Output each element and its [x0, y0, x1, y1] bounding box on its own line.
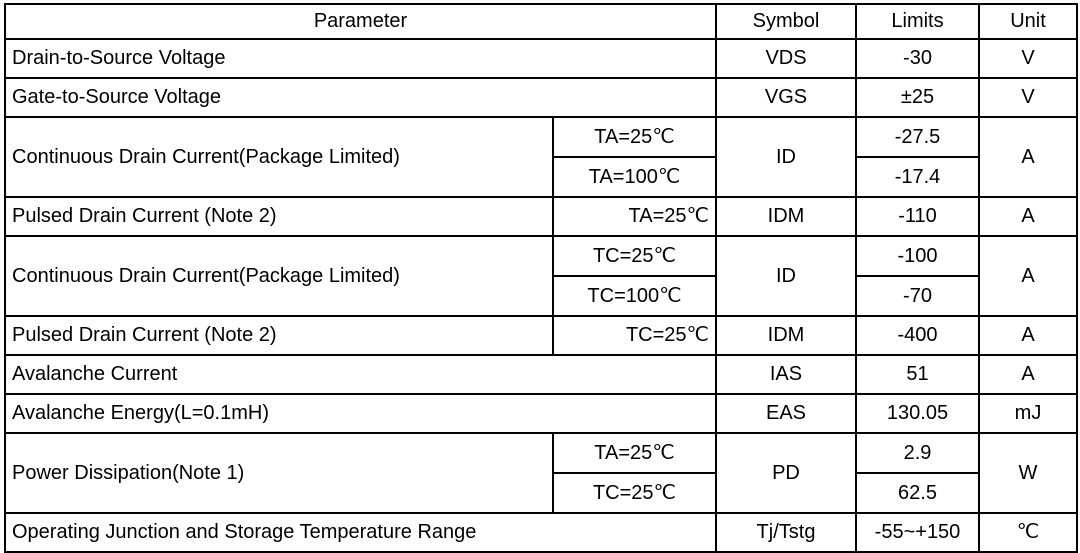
- cell-limits: 51: [855, 354, 980, 395]
- table-row: Pulsed Drain Current (Note 2) TC=25℃ IDM…: [4, 315, 1078, 356]
- cell-parameter: Gate-to-Source Voltage: [4, 77, 717, 118]
- cell-limits: -55~+150: [855, 512, 980, 553]
- cell-limits: -100: [855, 235, 980, 277]
- cell-limits: -27.5: [855, 116, 980, 158]
- column-header-parameter: Parameter: [4, 3, 717, 40]
- cell-limits: ±25: [855, 77, 980, 118]
- cell-limits: -17.4: [855, 156, 980, 198]
- cell-symbol: VDS: [715, 38, 857, 79]
- cell-limits: 62.5: [855, 472, 980, 514]
- cell-unit: A: [978, 315, 1078, 356]
- cell-parameter: Avalanche Current: [4, 354, 717, 395]
- column-header-unit: Unit: [978, 3, 1078, 40]
- cell-symbol: ID: [715, 116, 857, 198]
- absolute-maximum-ratings-table: Parameter Symbol Limits Unit Drain-to-So…: [4, 3, 1078, 553]
- cell-unit: A: [978, 354, 1078, 395]
- cell-parameter: Continuous Drain Current(Package Limited…: [4, 235, 554, 317]
- cell-condition: TA=25℃: [552, 116, 717, 158]
- table-row: TC=100℃ -70: [5, 275, 1077, 317]
- cell-symbol: VGS: [715, 77, 857, 118]
- cell-unit: V: [978, 38, 1078, 79]
- cell-parameter: Pulsed Drain Current (Note 2): [4, 315, 554, 356]
- cell-parameter: Continuous Drain Current(Package Limited…: [4, 116, 554, 198]
- cell-unit: V: [978, 77, 1078, 118]
- cell-limits: 130.05: [855, 393, 980, 434]
- cell-parameter: Operating Junction and Storage Temperatu…: [4, 512, 717, 553]
- table-row: Power Dissipation(Note 1) TA=25℃ PD 2.9 …: [4, 432, 1078, 514]
- cell-symbol: EAS: [715, 393, 857, 434]
- cell-parameter: Drain-to-Source Voltage: [4, 38, 717, 79]
- cell-symbol: IDM: [715, 196, 857, 237]
- table-row: Gate-to-Source Voltage VGS ±25 V: [4, 77, 1078, 118]
- cell-condition: TC=25℃: [552, 315, 717, 356]
- column-header-symbol: Symbol: [715, 3, 857, 40]
- table-body: Drain-to-Source Voltage VDS -30 V Gate-t…: [4, 38, 1078, 553]
- table-row: Continuous Drain Current(Package Limited…: [4, 235, 1078, 317]
- table-row: Operating Junction and Storage Temperatu…: [4, 512, 1078, 553]
- table-row: Drain-to-Source Voltage VDS -30 V: [4, 38, 1078, 79]
- cell-condition: TC=100℃: [552, 275, 717, 317]
- table-row: TA=100℃ -17.4: [5, 156, 1077, 198]
- cell-limits: -110: [855, 196, 980, 237]
- cell-condition: TA=25℃: [552, 432, 717, 474]
- cell-limits: 2.9: [855, 432, 980, 474]
- cell-unit: mJ: [978, 393, 1078, 434]
- cell-symbol: ID: [715, 235, 857, 317]
- cell-parameter: Pulsed Drain Current (Note 2): [4, 196, 554, 237]
- cell-unit: A: [978, 235, 1078, 317]
- cell-condition: TC=25℃: [552, 472, 717, 514]
- cell-parameter: Avalanche Energy(L=0.1mH): [4, 393, 717, 434]
- cell-symbol: PD: [715, 432, 857, 514]
- table-header: Parameter Symbol Limits Unit: [4, 3, 1078, 40]
- cell-condition: TA=25℃: [552, 196, 717, 237]
- cell-symbol: IAS: [715, 354, 857, 395]
- column-header-limits: Limits: [855, 3, 980, 40]
- cell-limits: -400: [855, 315, 980, 356]
- cell-condition: TC=25℃: [552, 235, 717, 277]
- cell-limits: -30: [855, 38, 980, 79]
- cell-symbol: Tj/Tstg: [715, 512, 857, 553]
- table-row: TC=25℃ 62.5: [5, 472, 1077, 514]
- table-header-row: Parameter Symbol Limits Unit: [4, 3, 1078, 40]
- cell-parameter: Power Dissipation(Note 1): [4, 432, 554, 514]
- cell-unit: A: [978, 116, 1078, 198]
- cell-unit: W: [978, 432, 1078, 514]
- table-row: Avalanche Energy(L=0.1mH) EAS 130.05 mJ: [4, 393, 1078, 434]
- cell-unit: A: [978, 196, 1078, 237]
- table-row: Avalanche Current IAS 51 A: [4, 354, 1078, 395]
- cell-unit: ℃: [978, 512, 1078, 553]
- cell-limits: -70: [855, 275, 980, 317]
- absolute-maximum-ratings-table-sheet: Parameter Symbol Limits Unit Drain-to-So…: [4, 3, 1078, 553]
- table-row: Pulsed Drain Current (Note 2) TA=25℃ IDM…: [4, 196, 1078, 237]
- cell-condition: TA=100℃: [552, 156, 717, 198]
- table-row: Continuous Drain Current(Package Limited…: [4, 116, 1078, 198]
- cell-symbol: IDM: [715, 315, 857, 356]
